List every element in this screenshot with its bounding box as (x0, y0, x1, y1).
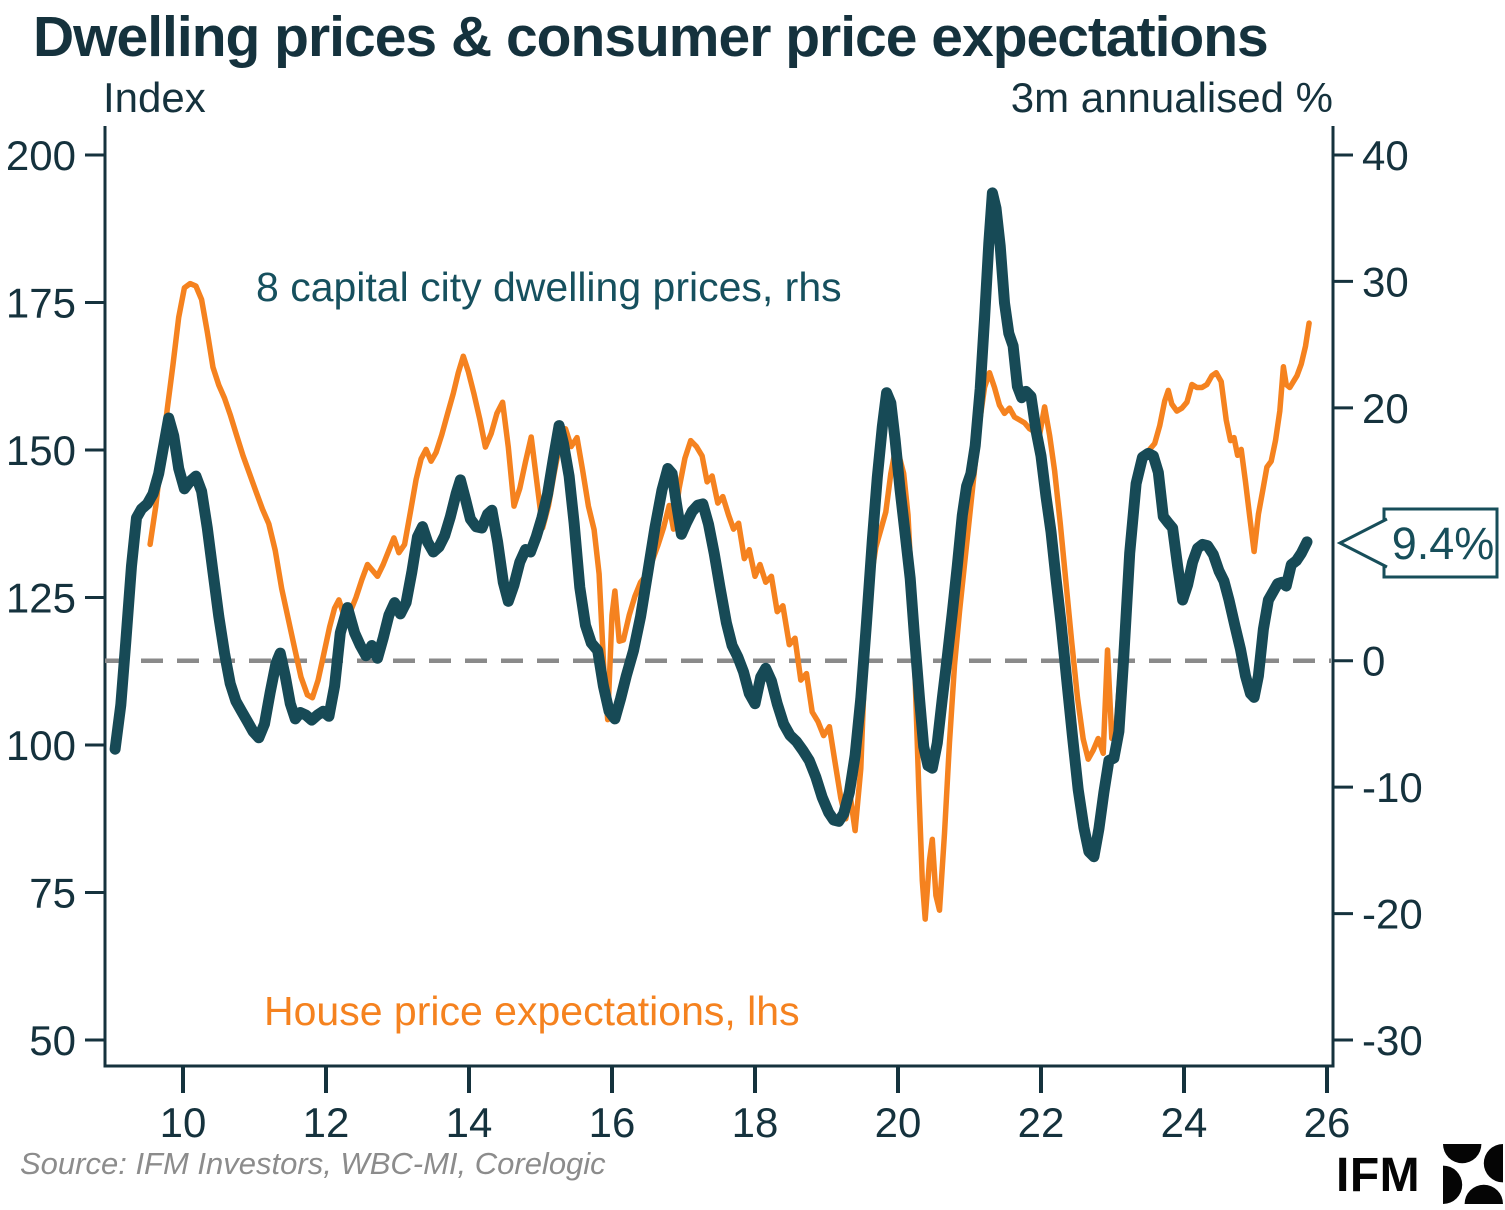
series-label-house-price-expectations: House price expectations, lhs (264, 988, 800, 1034)
right-axis-tick-label: 30 (1362, 258, 1409, 305)
right-axis-tick-label: 40 (1362, 132, 1409, 179)
x-axis-tick-label: 18 (732, 1099, 779, 1146)
series-line-house-price-expectations (147, 280, 1312, 922)
left-axis-tick-label: 50 (29, 1017, 76, 1064)
right-axis-ticks: 40 30 20 0 -10 -20 -30 (1333, 132, 1423, 1064)
ifm-logo-icon (1443, 1144, 1503, 1204)
left-axis-tick-label: 150 (6, 427, 76, 474)
series-label-dwelling-prices: 8 capital city dwelling prices, rhs (256, 264, 842, 310)
x-axis-tick-label: 16 (589, 1099, 636, 1146)
right-axis-tick-label: -20 (1362, 891, 1423, 938)
left-axis-tick-label: 100 (6, 722, 76, 769)
current-value-callout: 9.4% (1336, 507, 1499, 579)
right-axis-tick-label: -10 (1362, 764, 1423, 811)
x-axis-ticks: 10 12 14 16 18 20 22 24 26 (160, 1066, 1351, 1146)
source-note: Source: IFM Investors, WBC-MI, Corelogic (20, 1146, 606, 1181)
left-axis-ticks: 200 175 150 125 100 75 50 (6, 132, 105, 1064)
x-axis-tick-label: 12 (303, 1099, 350, 1146)
x-axis-tick-label: 20 (875, 1099, 922, 1146)
ifm-logo-text: IFM (1336, 1149, 1421, 1202)
left-axis-tick-label: 200 (6, 132, 76, 179)
chart-title: Dwelling prices & consumer price expecta… (33, 5, 1269, 69)
x-axis-tick-label: 14 (446, 1099, 493, 1146)
x-axis-tick-label: 10 (160, 1099, 207, 1146)
callout-value: 9.4% (1392, 518, 1495, 569)
right-axis-tick-label: 0 (1362, 638, 1385, 685)
x-axis-tick-label: 22 (1018, 1099, 1065, 1146)
x-axis-tick-label: 26 (1304, 1099, 1351, 1146)
series-line-dwelling-prices (109, 187, 1313, 863)
left-axis-unit-label: Index (103, 74, 206, 121)
left-axis-tick-label: 75 (29, 870, 76, 917)
right-axis-unit-label: 3m annualised % (1010, 74, 1333, 121)
right-axis-tick-label: 20 (1362, 385, 1409, 432)
left-axis-tick-label: 125 (6, 575, 76, 622)
x-axis-tick-label: 24 (1161, 1099, 1208, 1146)
right-axis-tick-label: -30 (1362, 1017, 1423, 1064)
left-axis-tick-label: 175 (6, 280, 76, 327)
